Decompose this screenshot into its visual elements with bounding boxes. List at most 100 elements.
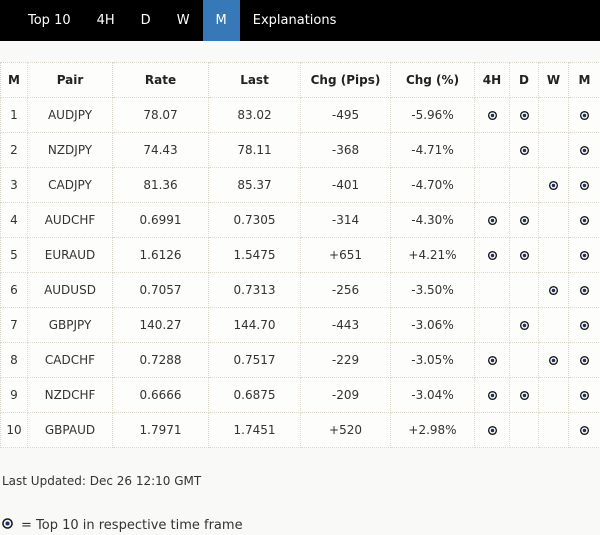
- col-header-pair: Pair: [27, 62, 113, 98]
- pair-cell[interactable]: NZDCHF: [27, 377, 113, 413]
- pair-cell[interactable]: AUDJPY: [27, 97, 113, 133]
- table-row: 3 CADJPY 81.36 85.37 -401 -4.70%: [0, 167, 600, 203]
- nav-item-4h[interactable]: 4H: [96, 13, 115, 28]
- bullseye-icon: [548, 285, 559, 296]
- tf-4h-cell: [474, 167, 510, 203]
- tf-m-cell: [568, 167, 600, 203]
- tf-m-cell: [568, 132, 600, 168]
- chg-pips-cell: +651: [300, 237, 391, 273]
- bullseye-icon: [579, 355, 590, 366]
- pair-cell[interactable]: NZDJPY: [27, 132, 113, 168]
- bullseye-icon: [519, 320, 529, 331]
- tf-m-cell: [568, 237, 600, 273]
- rank-cell: 1: [0, 97, 28, 133]
- rank-cell: 5: [0, 237, 28, 273]
- pair-cell[interactable]: GBPJPY: [27, 307, 113, 343]
- table-body: 1 AUDJPY 78.07 83.02 -495 -5.96% 2 NZDJP…: [0, 97, 600, 448]
- bullseye-icon: [487, 250, 497, 261]
- bullseye-icon: [579, 145, 590, 156]
- tf-4h-cell: [474, 132, 510, 168]
- tf-w-cell: [538, 307, 569, 343]
- pair-cell[interactable]: AUDCHF: [27, 202, 113, 238]
- chg-pips-cell: -495: [300, 97, 391, 133]
- col-header-rank: M: [0, 62, 28, 98]
- top10-table: M Pair Rate Last Chg (Pips) Chg (%) 4H D…: [0, 62, 600, 448]
- tf-4h-cell: [474, 412, 510, 448]
- bullseye-icon: [579, 285, 590, 296]
- tf-4h-cell: [474, 237, 510, 273]
- rate-cell: 0.7057: [112, 272, 209, 308]
- chg-pips-cell: -314: [300, 202, 391, 238]
- bullseye-icon: [519, 390, 529, 401]
- pair-cell[interactable]: GBPAUD: [27, 412, 113, 448]
- table-row: 7 GBPJPY 140.27 144.70 -443 -3.06%: [0, 307, 600, 343]
- rate-cell: 0.6991: [112, 202, 209, 238]
- nav-item-d[interactable]: D: [140, 13, 151, 28]
- tf-4h-cell: [474, 97, 510, 133]
- col-header-4h: 4H: [474, 62, 510, 98]
- tf-m-cell: [568, 202, 600, 238]
- rank-cell: 9: [0, 377, 28, 413]
- rank-cell: 3: [0, 167, 28, 203]
- chg-pct-cell: +2.98%: [390, 412, 475, 448]
- last-cell: 0.7305: [208, 202, 301, 238]
- rate-cell: 1.6126: [112, 237, 209, 273]
- tf-w-cell: [538, 272, 569, 308]
- tf-d-cell: [509, 97, 539, 133]
- nav-item-explanations[interactable]: Explanations: [252, 13, 337, 28]
- table-row: 5 EURAUD 1.6126 1.5475 +651 +4.21%: [0, 237, 600, 273]
- col-header-w: W: [538, 62, 569, 98]
- last-cell: 0.7517: [208, 342, 301, 378]
- chg-pct-cell: -3.50%: [390, 272, 475, 308]
- rate-cell: 0.7288: [112, 342, 209, 378]
- chg-pct-cell: +4.21%: [390, 237, 475, 273]
- bullseye-icon: [1, 517, 14, 534]
- bullseye-icon: [579, 425, 590, 436]
- col-header-last: Last: [208, 62, 301, 98]
- rank-cell: 7: [0, 307, 28, 343]
- nav-item-m[interactable]: M: [202, 0, 240, 41]
- bullseye-icon: [487, 355, 497, 366]
- col-header-chg-pips: Chg (Pips): [300, 62, 391, 98]
- bullseye-icon: [579, 320, 590, 331]
- rank-cell: 6: [0, 272, 28, 308]
- col-header-d: D: [509, 62, 539, 98]
- chg-pct-cell: -4.70%: [390, 167, 475, 203]
- tf-w-cell: [538, 202, 569, 238]
- last-cell: 0.6875: [208, 377, 301, 413]
- pair-cell[interactable]: AUDUSD: [27, 272, 113, 308]
- rank-cell: 4: [0, 202, 28, 238]
- tf-4h-cell: [474, 377, 510, 413]
- bullseye-icon: [519, 250, 529, 261]
- pair-cell[interactable]: CADJPY: [27, 167, 113, 203]
- nav-item-w[interactable]: W: [176, 13, 190, 28]
- tf-d-cell: [509, 272, 539, 308]
- chg-pips-cell: -229: [300, 342, 391, 378]
- tf-d-cell: [509, 342, 539, 378]
- chg-pct-cell: -3.06%: [390, 307, 475, 343]
- bullseye-icon: [519, 145, 529, 156]
- tf-m-cell: [568, 272, 600, 308]
- chg-pct-cell: -5.96%: [390, 97, 475, 133]
- pair-cell[interactable]: EURAUD: [27, 237, 113, 273]
- tf-4h-cell: [474, 307, 510, 343]
- tf-d-cell: [509, 202, 539, 238]
- rate-cell: 74.43: [112, 132, 209, 168]
- pair-cell[interactable]: CADCHF: [27, 342, 113, 378]
- tf-w-cell: [538, 412, 569, 448]
- table-row: 8 CADCHF 0.7288 0.7517 -229 -3.05%: [0, 342, 600, 378]
- last-cell: 85.37: [208, 167, 301, 203]
- nav-item-top10[interactable]: Top 10: [28, 13, 71, 28]
- table-row: 4 AUDCHF 0.6991 0.7305 -314 -4.30%: [0, 202, 600, 238]
- table-row: 2 NZDJPY 74.43 78.11 -368 -4.71%: [0, 132, 600, 168]
- bullseye-icon: [579, 390, 590, 401]
- bullseye-icon: [519, 215, 529, 226]
- chg-pct-cell: -3.04%: [390, 377, 475, 413]
- bullseye-icon: [579, 250, 590, 261]
- tf-m-cell: [568, 412, 600, 448]
- chg-pct-cell: -4.71%: [390, 132, 475, 168]
- tf-4h-cell: [474, 202, 510, 238]
- last-updated-text: Last Updated: Dec 26 12:10 GMT: [2, 474, 202, 488]
- table-row: 6 AUDUSD 0.7057 0.7313 -256 -3.50%: [0, 272, 600, 308]
- tf-d-cell: [509, 167, 539, 203]
